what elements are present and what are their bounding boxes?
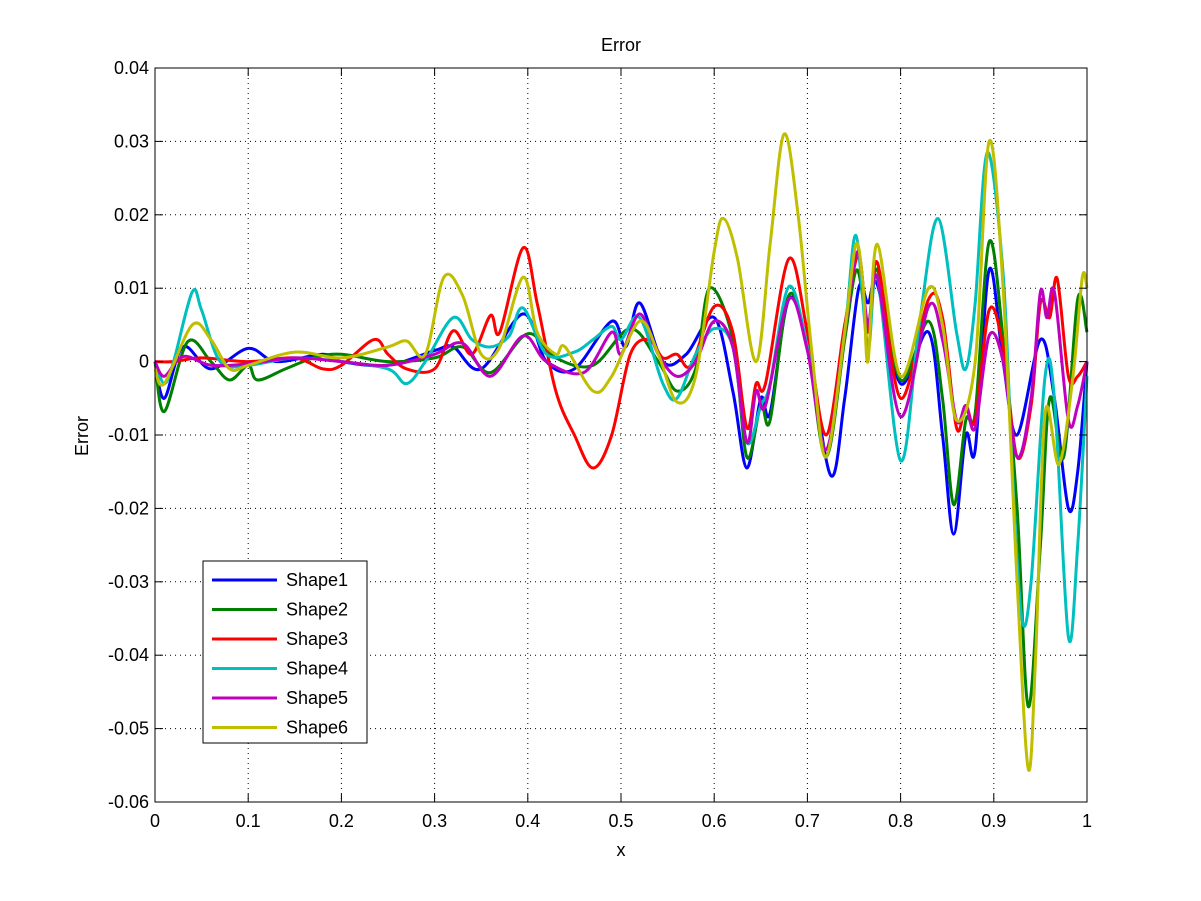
y-tick-label: 0.02 <box>114 205 149 225</box>
x-tick-label: 0.5 <box>608 811 633 831</box>
legend-label: Shape1 <box>286 570 348 590</box>
y-tick-label: 0.04 <box>114 58 149 78</box>
x-tick-label: 0 <box>150 811 160 831</box>
legend-label: Shape4 <box>286 659 348 679</box>
y-tick-label: -0.03 <box>108 572 149 592</box>
y-tick-label: -0.04 <box>108 645 149 665</box>
x-tick-label: 0.4 <box>515 811 540 831</box>
legend-label: Shape3 <box>286 629 348 649</box>
legend: Shape1 Shape2 Shape3 Shape4 Shape5 Shape6 <box>202 560 368 744</box>
y-tick-label: -0.05 <box>108 719 149 739</box>
chart-title: Error <box>601 35 641 55</box>
legend-label: Shape5 <box>286 688 348 708</box>
series-line-shape2 <box>153 238 1089 709</box>
x-axis-label: x <box>617 840 626 860</box>
legend-box <box>202 560 368 744</box>
y-tick-label: 0.01 <box>114 278 149 298</box>
y-axis-label: Error <box>72 416 92 456</box>
x-tick-label: 1 <box>1082 811 1092 831</box>
x-tick-label: 0.2 <box>329 811 354 831</box>
x-tick-label: 0.3 <box>422 811 447 831</box>
x-tick-label: 0.8 <box>888 811 913 831</box>
y-tick-label: -0.01 <box>108 425 149 445</box>
y-tick-label: -0.06 <box>108 792 149 812</box>
x-tick-label: 0.9 <box>981 811 1006 831</box>
series-line-shape3 <box>154 246 1089 470</box>
x-tick-label: 0.6 <box>702 811 727 831</box>
x-tick-label: 0.7 <box>795 811 820 831</box>
series-line-shape6 <box>153 132 1089 772</box>
y-tick-label: 0 <box>139 352 149 372</box>
y-tick-label: 0.03 <box>114 131 149 151</box>
y-tick-label: -0.02 <box>108 498 149 518</box>
legend-label: Shape6 <box>286 718 348 738</box>
legend-label: Shape2 <box>286 600 348 620</box>
ticks: 0 0.1 0.2 0.3 0.4 0.5 0.6 0.7 0.8 0.9 1 0.04 0.03 0.0… <box>108 58 1092 831</box>
x-tick-label: 0.1 <box>236 811 261 831</box>
series-lines <box>153 132 1089 772</box>
